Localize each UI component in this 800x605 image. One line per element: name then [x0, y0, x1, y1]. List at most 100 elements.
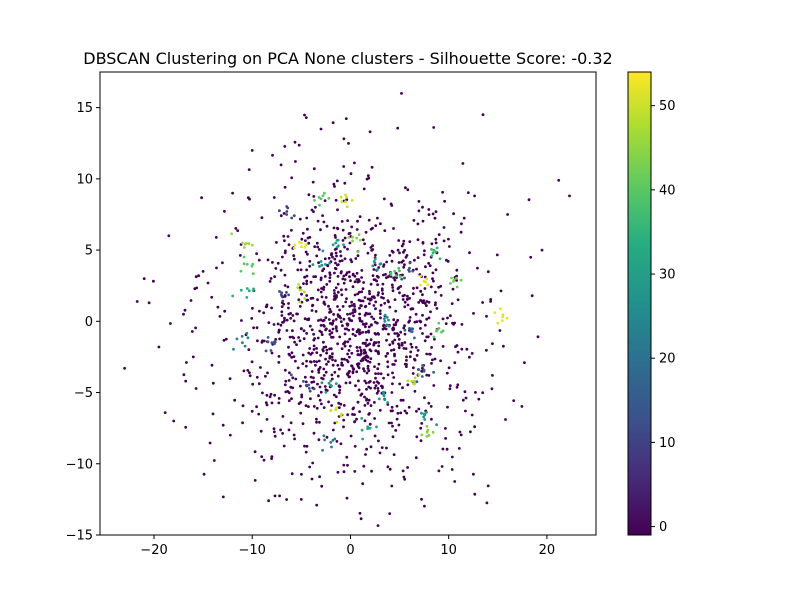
cluster-point: [241, 341, 244, 345]
scatter-point: [504, 418, 507, 421]
scatter-point: [330, 331, 334, 335]
scatter-point: [357, 388, 361, 392]
scatter-point: [284, 379, 288, 383]
scatter-point: [275, 241, 278, 244]
cluster-point: [452, 278, 456, 282]
scatter-point: [309, 360, 312, 363]
scatter-point: [348, 304, 352, 308]
scatter-point: [362, 464, 366, 468]
scatter-point: [368, 302, 371, 305]
scatter-point: [312, 376, 315, 380]
scatter-point: [400, 343, 404, 347]
scatter-point: [375, 391, 379, 395]
scatter-point: [290, 176, 294, 180]
scatter-point: [402, 326, 406, 330]
scatter-point: [450, 455, 454, 459]
scatter-point: [375, 274, 379, 278]
scatter-point: [372, 381, 376, 384]
scatter-point: [382, 376, 385, 380]
scatter-point: [391, 326, 395, 330]
scatter-point: [318, 385, 322, 389]
scatter-point: [348, 375, 351, 379]
scatter-point: [353, 274, 357, 278]
scatter-point: [386, 275, 390, 279]
scatter-point: [413, 258, 416, 262]
scatter-point: [351, 328, 355, 331]
scatter-point: [300, 237, 304, 241]
scatter-point: [291, 314, 295, 317]
scatter-point: [325, 327, 328, 331]
cluster-point: [501, 313, 505, 317]
scatter-point: [296, 366, 300, 370]
scatter-point: [324, 316, 328, 319]
scatter-point: [413, 389, 417, 393]
scatter-point: [404, 255, 408, 259]
scatter-point: [259, 366, 262, 369]
cluster-point: [298, 240, 301, 244]
scatter-point: [441, 317, 445, 321]
scatter-point: [277, 330, 281, 334]
scatter-point: [320, 402, 323, 406]
scatter-point: [432, 126, 436, 129]
scatter-point: [417, 301, 421, 304]
scatter-point: [468, 251, 471, 255]
scatter-point: [376, 387, 380, 390]
scatter-point: [365, 338, 369, 342]
scatter-point: [293, 340, 296, 344]
cluster-point: [417, 373, 421, 377]
cluster-point: [493, 311, 497, 314]
scatter-point: [345, 322, 349, 326]
scatter-point: [345, 358, 349, 362]
scatter-point: [305, 444, 309, 448]
scatter-point: [396, 318, 400, 322]
scatter-point: [335, 179, 339, 183]
scatter-point: [415, 409, 418, 413]
scatter-point: [367, 369, 371, 373]
scatter-point: [415, 286, 419, 290]
scatter-point: [292, 355, 296, 358]
scatter-point: [352, 314, 355, 318]
scatter-point: [536, 335, 540, 339]
scatter-point: [396, 248, 400, 252]
scatter-point: [191, 355, 195, 359]
scatter-point: [142, 277, 146, 280]
scatter-point: [265, 418, 269, 421]
scatter-point: [409, 350, 413, 354]
scatter-point: [495, 253, 499, 257]
scatter-point: [319, 324, 323, 327]
scatter-point: [390, 391, 394, 394]
scatter-point: [370, 323, 373, 327]
scatter-point: [299, 411, 303, 415]
scatter-point: [311, 304, 314, 308]
cluster-point: [431, 430, 435, 434]
cluster-point: [408, 261, 412, 265]
scatter-point: [308, 347, 312, 350]
cluster-point: [251, 262, 255, 266]
scatter-point: [316, 336, 320, 340]
scatter-point: [358, 215, 362, 219]
cluster-point: [411, 269, 415, 273]
cluster-point: [303, 297, 307, 300]
scatter-point: [424, 265, 427, 269]
scatter-point: [392, 323, 396, 327]
cluster-point: [279, 293, 283, 297]
scatter-point: [342, 317, 346, 321]
chart-title: DBSCAN Clustering on PCA None clusters -…: [83, 49, 612, 68]
scatter-point: [325, 362, 328, 366]
scatter-point: [369, 357, 373, 360]
scatter-point: [450, 302, 454, 305]
scatter-point: [439, 294, 443, 297]
scatter-point: [343, 236, 347, 240]
colorbar-tick-label: 30: [659, 268, 676, 283]
scatter-point: [353, 293, 357, 297]
cluster-point: [245, 331, 249, 335]
scatter-point: [432, 384, 436, 387]
scatter-point: [197, 274, 201, 278]
scatter-point: [286, 285, 290, 289]
scatter-point: [347, 232, 351, 236]
cluster-point: [303, 245, 307, 249]
scatter-point: [223, 309, 227, 313]
scatter-point: [399, 411, 403, 415]
scatter-point: [391, 409, 394, 413]
scatter-point: [300, 300, 304, 304]
